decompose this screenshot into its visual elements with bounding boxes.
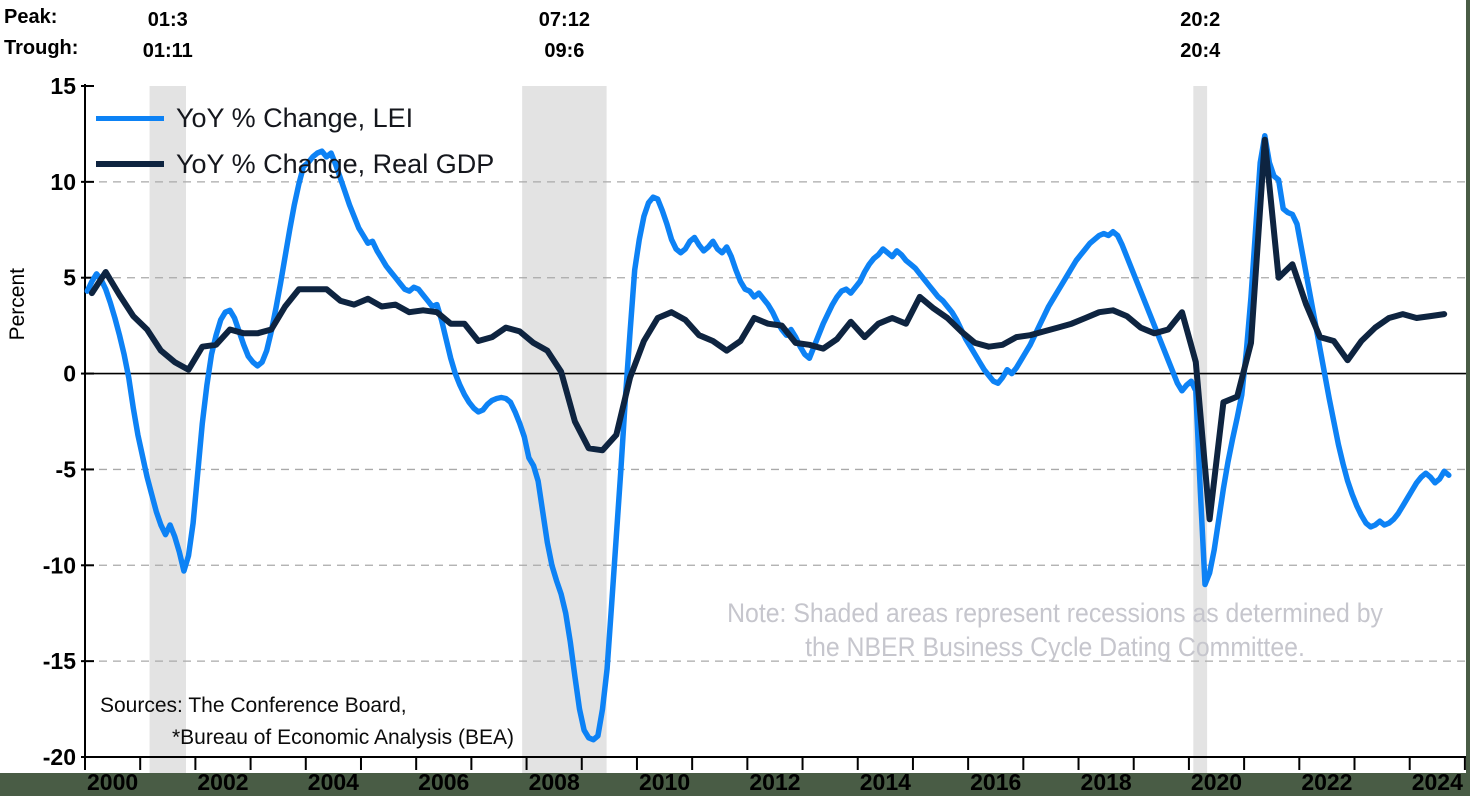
series-line-gdp: [88, 136, 1448, 523]
y-tick-label: 15: [50, 73, 76, 99]
recession-peak-date: 07:12: [538, 9, 590, 31]
x-tick-label: 2006: [418, 769, 469, 795]
x-tick-label: 2022: [1301, 769, 1352, 795]
legend-item-lei: YoY % Change, LEI: [96, 95, 494, 141]
x-tick-label: 2024: [1412, 769, 1463, 795]
recession-peak-trough-dates: 20:2 20:4: [1130, 5, 1270, 67]
image-right-margin: [1466, 0, 1470, 796]
recession-note-line1: Note: Shaded areas represent recessions …: [727, 598, 1383, 628]
sources-line1: Sources: The Conference Board,: [100, 694, 407, 717]
recession-trough-date: 20:4: [1180, 40, 1221, 62]
x-tick-label: 2018: [1081, 769, 1132, 795]
recession-band: [149, 86, 187, 773]
x-tick-label: 2014: [860, 769, 911, 795]
y-tick-label: -20: [43, 744, 76, 770]
recession-trough-date: 09:6: [544, 40, 585, 62]
recession-peak-date: 01:3: [147, 9, 188, 31]
sources-line2: *Bureau of Economic Analysis (BEA): [172, 726, 514, 749]
recession-peak-trough-dates: 01:3 01:11: [98, 5, 238, 67]
recession-note: Note: Shaded areas represent recessions …: [692, 596, 1419, 664]
legend-label-lei: YoY % Change, LEI: [176, 102, 414, 133]
x-tick-label: 2020: [1191, 769, 1242, 795]
recession-band: [522, 86, 607, 773]
x-tick-label: 2016: [970, 769, 1021, 795]
recession-peak-date: 20:2: [1180, 9, 1221, 31]
y-tick-label: -10: [43, 552, 76, 578]
x-tick-label: 2000: [87, 769, 138, 795]
x-tick-label: 2008: [529, 769, 580, 795]
gdp-line-swatch: [96, 161, 164, 167]
x-tick-label: 2012: [749, 769, 800, 795]
recession-trough-date: 01:11: [142, 40, 193, 62]
series-line-lei: [84, 133, 1452, 743]
peak-row-label: Peak:: [4, 6, 58, 28]
image-bottom-margin: [0, 773, 1470, 796]
recession-note-line2: the NBER Business Cycle Dating Committee…: [805, 632, 1305, 662]
y-tick-label: -15: [43, 648, 76, 674]
legend-label-gdp: YoY % Change, Real GDP: [176, 148, 495, 179]
y-tick-label: 10: [50, 169, 76, 195]
lei-line-swatch: [96, 115, 164, 121]
y-tick-label: 0: [63, 361, 76, 387]
recession-peak-trough-dates: 07:12 09:6: [494, 5, 634, 67]
trough-row-label: Trough:: [4, 37, 79, 59]
y-tick-label: -5: [56, 456, 77, 482]
y-axis-title: Percent: [6, 268, 29, 341]
x-tick-label: 2010: [639, 769, 690, 795]
x-tick-label: 2002: [197, 769, 248, 795]
x-tick-label: 2004: [308, 769, 359, 795]
y-tick-label: 5: [63, 265, 76, 291]
legend-item-gdp: YoY % Change, Real GDP: [96, 141, 494, 187]
legend: YoY % Change, LEI YoY % Change, Real GDP: [96, 95, 494, 187]
